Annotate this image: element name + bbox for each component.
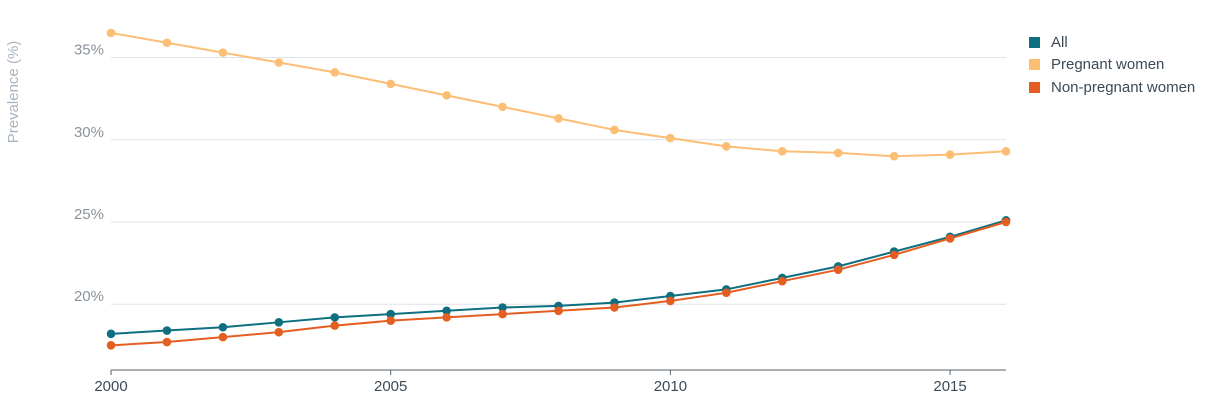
data-point-non-pregnant-women [833,265,843,274]
legend-item-pregnant-women[interactable]: Pregnant women [1029,54,1195,77]
data-point-pregnant-women [722,142,731,151]
gridlines [111,57,1006,305]
y-axis-label: Prevalence (%) [5,41,22,144]
data-point-non-pregnant-women [274,327,284,337]
data-point-all [330,313,340,322]
data-point-non-pregnant-women [106,341,116,350]
legend-swatch-pregnant-women [1029,59,1040,71]
data-point-all [442,306,451,316]
data-point-pregnant-women [106,28,116,38]
legend-swatch-non-pregnant-women [1029,81,1040,93]
legend-label-pregnant-women: Pregnant women [1051,56,1165,74]
data-point-all [162,326,172,335]
series-line-non-pregnant-women [110,221,1007,347]
y-tick-label: 20% [74,288,104,305]
data-point-pregnant-women [274,58,284,67]
data-point-pregnant-women [889,151,899,161]
data-point-pregnant-women [554,114,563,123]
data-point-non-pregnant-women [666,296,675,306]
x-tick-label: 2015 [933,378,966,395]
chart-legend: All Pregnant women Non-pregnant women [1029,31,1195,99]
data-point-non-pregnant-women [722,288,731,298]
data-point-pregnant-women [218,48,228,57]
data-point-non-pregnant-women [945,234,955,243]
x-tick-label: 2010 [654,378,687,395]
data-point-pregnant-women [945,150,955,159]
data-point-all [274,318,284,327]
data-point-pregnant-women [777,146,787,156]
x-tick-label: 2005 [374,378,407,395]
legend-item-non-pregnant-women[interactable]: Non-pregnant women [1029,76,1195,99]
data-point-non-pregnant-women [889,250,899,260]
data-point-non-pregnant-women [1001,217,1011,227]
data-point-non-pregnant-women [498,309,507,319]
data-point-pregnant-women [498,102,507,112]
data-point-non-pregnant-women [554,306,563,316]
data-point-pregnant-women [442,91,451,100]
data-point-non-pregnant-women [777,276,787,286]
x-tick-label: 2000 [94,378,127,395]
data-point-pregnant-women [330,68,340,77]
data-point-pregnant-women [666,133,675,143]
data-point-pregnant-women [386,79,395,89]
legend-label-all: All [1051,33,1068,51]
data-point-pregnant-women [1001,146,1011,156]
data-point-all [218,322,228,332]
data-point-non-pregnant-women [162,337,172,347]
series-lines [110,31,1007,347]
data-point-all [106,329,116,339]
data-point-pregnant-women [162,38,172,48]
data-point-pregnant-women [610,125,619,135]
y-tick-label: 35% [74,42,104,59]
series-line-pregnant-women [110,31,1007,158]
data-point-non-pregnant-women [386,316,395,325]
data-point-all [386,309,395,319]
data-point-pregnant-women [833,148,843,158]
axes: 20% 25% 30% 35% 2000 2005 2010 2015 [74,42,1006,395]
data-point-non-pregnant-women [610,303,619,312]
data-points [106,28,1011,350]
data-point-non-pregnant-women [442,313,451,322]
series-line-all [110,219,1007,335]
data-point-non-pregnant-women [330,321,340,330]
legend-swatch-all [1029,36,1040,48]
y-tick-label: 25% [74,206,104,223]
legend-item-all[interactable]: All [1029,31,1195,54]
legend-label-non-pregnant-women: Non-pregnant women [1051,78,1196,96]
data-point-non-pregnant-women [218,332,228,342]
y-tick-label: 30% [74,124,104,141]
data-point-all [498,303,507,312]
